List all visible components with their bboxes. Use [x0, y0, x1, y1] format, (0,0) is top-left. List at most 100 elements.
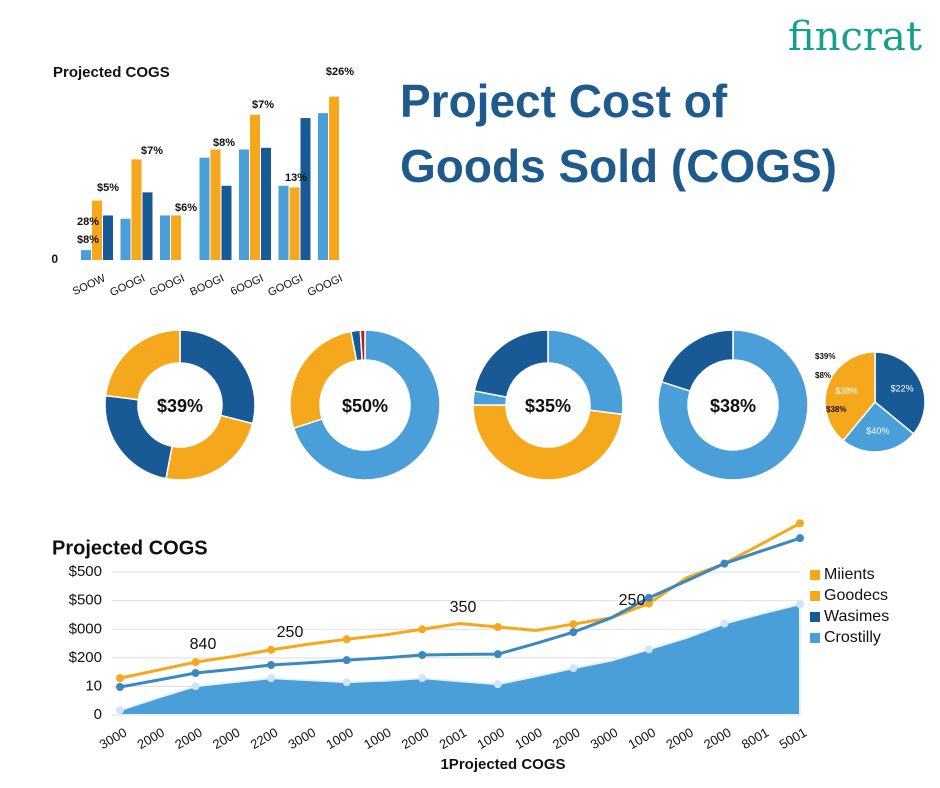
center-label: $38%	[710, 396, 756, 416]
line	[119, 536, 801, 689]
point	[418, 625, 427, 634]
bar	[131, 159, 142, 260]
bar	[318, 113, 328, 261]
legend-label: Miients	[824, 566, 875, 583]
x-tick-label: 3000	[588, 725, 621, 752]
annotation: $26%	[326, 66, 354, 78]
bar	[278, 185, 289, 260]
point	[267, 661, 276, 669]
center-label: $35%	[525, 396, 571, 416]
point	[493, 650, 502, 659]
x-tick-label: 8001	[739, 725, 772, 752]
bar	[92, 200, 102, 260]
annotation: $39%	[815, 352, 835, 361]
bar	[300, 118, 311, 260]
annotation: 13%	[285, 172, 307, 184]
slice	[104, 329, 181, 401]
slice-label: $22%	[891, 384, 914, 394]
bar	[120, 218, 131, 260]
x-tick-label: 1000	[626, 725, 659, 752]
center-label: $50%	[342, 396, 388, 416]
point	[569, 664, 578, 673]
point	[569, 620, 578, 629]
point	[342, 635, 351, 644]
slice	[824, 351, 876, 442]
legend-label: Wasimes	[824, 608, 889, 625]
point	[267, 645, 276, 654]
bar	[199, 157, 210, 260]
annotation: 350	[450, 599, 477, 616]
annotation: 28%	[77, 216, 99, 228]
slice	[874, 351, 926, 435]
point	[418, 674, 427, 683]
point	[796, 519, 804, 528]
point	[644, 593, 653, 602]
annotation: $8%	[77, 234, 99, 246]
point	[796, 600, 804, 609]
y-tick-label: $000	[69, 620, 102, 637]
point	[644, 599, 653, 608]
annotation: $8%	[815, 371, 831, 380]
x-tick-label: 1000	[474, 725, 507, 752]
y-tick-label: $500	[69, 592, 102, 609]
area	[119, 602, 801, 716]
legend-label: Crostilly	[824, 629, 881, 646]
x-tick-label: GOOGI	[266, 272, 305, 299]
bar	[261, 147, 271, 260]
bar	[239, 149, 249, 260]
point	[418, 651, 427, 659]
point	[116, 683, 124, 691]
x-tick-label: 1000	[323, 725, 356, 752]
legend-swatch	[810, 633, 820, 643]
page-title: Goods Sold (COGS)	[400, 140, 837, 192]
legend-label: Goodecs	[824, 587, 888, 604]
bar	[171, 215, 181, 260]
x-tick-label: 2000	[701, 725, 734, 752]
x-tick-label: 2001	[437, 725, 470, 752]
annotation: $6%	[175, 202, 197, 214]
bar	[103, 215, 113, 260]
y-tick-label: 10	[85, 677, 102, 694]
y-tick-label: 0	[94, 706, 102, 723]
x-axis-label: 1Projected COGS	[440, 756, 565, 773]
slice	[657, 329, 809, 481]
bar	[329, 96, 339, 261]
slice	[292, 329, 441, 481]
point	[493, 680, 502, 689]
x-tick-label: 5001	[777, 725, 810, 752]
point	[267, 674, 276, 683]
annotation: $38%	[826, 405, 846, 414]
point	[191, 682, 200, 691]
bar	[289, 187, 300, 260]
annotation: $7%	[141, 145, 163, 157]
bar	[81, 250, 91, 260]
line	[119, 521, 801, 680]
point	[342, 656, 351, 665]
bar	[221, 185, 232, 260]
x-tick-label: 2000	[172, 725, 205, 752]
point	[191, 658, 200, 667]
y-tick-label: $500	[69, 563, 102, 580]
chart-title: Projected COGS	[52, 537, 208, 559]
x-tick-label: BOOGI	[188, 272, 226, 298]
x-tick-label: 3000	[286, 725, 319, 752]
slice	[359, 329, 366, 361]
x-tick-label: GOOGI	[148, 272, 187, 299]
x-tick-label: 2000	[663, 725, 696, 752]
slice	[165, 414, 254, 481]
point	[493, 623, 502, 631]
slice	[660, 329, 734, 393]
x-tick-label: 2000	[399, 725, 432, 752]
point	[720, 619, 729, 628]
bar	[142, 192, 153, 260]
bar	[160, 215, 170, 260]
point	[116, 674, 124, 683]
point	[720, 559, 729, 568]
bar	[250, 114, 260, 260]
legend-swatch	[810, 570, 820, 580]
point	[569, 628, 578, 637]
x-tick-label: 2000	[550, 725, 583, 752]
x-tick-label: 6OOGI	[229, 272, 266, 298]
